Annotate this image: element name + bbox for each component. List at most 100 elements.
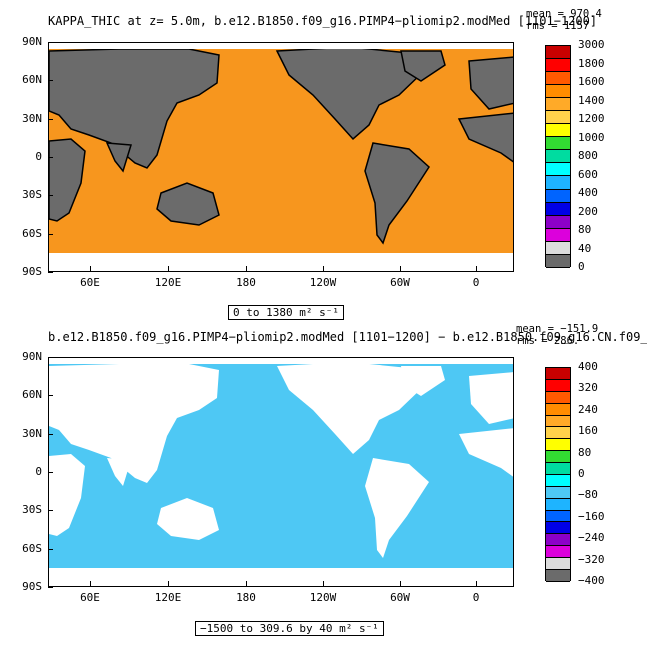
panel2-colorbar [545,367,571,582]
panel2-colorbar-label: −80 [578,488,598,502]
panel1-ytick [48,118,53,120]
panel1-land-india [105,142,132,173]
panel2-map-svg [49,358,513,586]
panel1-colorbar-swatch [546,59,570,73]
panel2-ytick [48,472,53,473]
panel1-colorbar-swatch [546,46,570,60]
panel1-colorbar-swatch [546,228,570,242]
panel1-colorbar-label: 800 [578,149,598,162]
panel1-map-svg [49,43,513,271]
panel2-ytick-label: 90S [22,580,42,593]
panel2-colorbar-swatch [546,474,570,487]
panel1-map [48,42,514,272]
panel1-ytick-label: 60S [22,226,42,240]
panel1-colorbar-label: 200 [578,204,598,218]
panel1-colorbar-swatch [546,163,570,177]
panel2-mean: mean = −151.9 [516,323,599,335]
panel1-colorbar-swatch [546,137,570,151]
panel2-colorbar-swatch [546,546,570,558]
panel1-colorbar-swatch [546,202,570,216]
panel2-ytick [48,587,53,588]
panel2-ytick-label: 60S [22,541,42,555]
panel1-ytick-label: 0 [35,150,42,163]
panel1-rms: rms = 1157 [526,20,590,32]
panel1-land-greenland [400,50,446,82]
panel2-colorbar-swatch [546,391,570,404]
panel2-ytick [48,395,53,397]
panel1-colorbar-label: 600 [578,167,598,181]
panel2-ytick-label: 30N [22,426,42,440]
panel2-ytick [48,510,53,512]
panel2-colorbar-label: 160 [578,424,598,438]
panel2-ytick-label: 30S [22,503,42,517]
panel1-colorbar-swatch [546,189,570,203]
panel2-colorbar-label: 240 [578,402,598,416]
panel2-colorbar-swatch [546,427,570,440]
panel1-ytick-label: 90N [22,35,42,48]
panel2-ytick [48,357,53,358]
panel2-xtick [476,581,477,587]
panel2-ytick [48,433,53,435]
panel2-colorbar-swatch [546,463,570,475]
panel1-colorbar-label: 1600 [578,75,605,88]
panel2-xtick-label: 0 [472,591,480,604]
panel2-range-label: −1500 to 309.6 by 40 m² s⁻¹ [195,621,384,636]
panel2-colorbar-swatch [546,522,570,535]
panel2-xtick-label: 120W [309,591,337,604]
panel1-xtick [168,266,169,272]
panel2-land-india [107,458,131,486]
panel1-xtick-label: 60W [390,276,410,289]
panel2-colorbar-label: 320 [578,381,598,395]
panel2-ytick-label: 90N [22,350,42,363]
panel1-ytick-label: 30N [22,111,42,125]
panel1-ytick [48,195,53,197]
panel2-xtick [168,581,169,587]
panel1-ytick [48,272,53,273]
panel2-colorbar-swatch [546,403,570,416]
panel2-colorbar-swatch [546,379,570,392]
panel1-colorbar-swatch [546,241,570,255]
panel1-xtick [323,266,324,272]
panel2-rms: rms = 286. [516,335,580,347]
panel1-colorbar-label: 400 [578,186,598,199]
panel1-ytick-label: 60N [22,73,42,87]
panel1-range-label: 0 to 1380 m² s⁻¹ [228,305,344,320]
panel1-title: KAPPA_THIC at z= 5.0m, b.e12.B1850.f09_g… [48,14,598,28]
panel2-xtick-label: 120E [154,591,182,604]
panel1-colorbar-swatch [546,124,570,138]
panel1-colorbar-swatch [546,85,570,99]
panel2-colorbar-swatch [546,415,570,428]
panel1-land-namerica [275,46,426,141]
panel2-xtick [90,581,91,587]
panel1-xtick-label: 120E [154,276,182,289]
panel2-xtick-label: 60W [390,591,410,604]
panel1-land-australia [156,182,220,226]
panel1-land-eurasia [49,48,220,169]
panel2-colorbar-swatch [546,569,570,582]
panel1-colorbar-label: 3000 [578,38,605,51]
panel2-xtick-label: 60E [80,591,100,604]
panel2-ytick-label: 60N [22,388,42,402]
panel2-colorbar-swatch [546,534,570,547]
panel2-land-greenland [401,366,445,396]
panel1-xtick [400,266,401,272]
panel2-colorbar-label: 400 [578,360,598,373]
panel2-ytick [48,548,53,550]
panel1-colorbar-swatch [546,111,570,125]
panel1-ytick-label: 30S [22,188,42,202]
panel1-ytick-label: 90S [22,265,42,278]
panel1-land-africa2 [457,112,513,163]
panel2-colorbar-label: −320 [578,552,605,566]
panel1-colorbar-swatch [546,176,570,190]
panel1-colorbar-label: 80 [578,223,592,236]
panel1-colorbar-label: 40 [578,241,592,255]
panel2-colorbar-swatch [546,558,570,570]
panel1-ytick [48,157,53,158]
panel1-land-arctic [49,43,513,49]
panel1-ytick [48,42,53,43]
panel2-colorbar-swatch [546,439,570,452]
panel2-xtick [246,581,247,587]
panel2-colorbar-label: 0 [578,467,585,480]
panel1-land-antarctica [49,253,513,271]
panel2-colorbar-label: 80 [578,445,592,459]
